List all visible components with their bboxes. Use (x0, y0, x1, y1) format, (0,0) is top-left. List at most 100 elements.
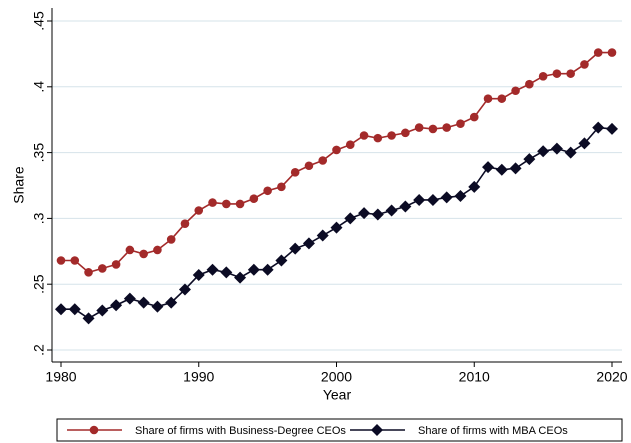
marker (153, 245, 162, 255)
marker (440, 191, 453, 204)
marker (125, 245, 135, 255)
marker (180, 219, 190, 228)
marker (247, 263, 260, 276)
marker (110, 299, 123, 312)
marker (316, 229, 329, 242)
marker (387, 131, 396, 140)
marker (566, 69, 575, 78)
marker (414, 123, 424, 132)
marker (277, 182, 286, 192)
legend: Share of firms with Business-Degree CEOs… (56, 418, 623, 442)
marker (192, 268, 205, 281)
marker (222, 199, 231, 209)
marker (234, 271, 247, 284)
marker (385, 204, 398, 217)
marker (525, 79, 534, 89)
marker (495, 163, 508, 176)
marker (537, 145, 550, 158)
x-tick-label: 2010 (459, 369, 490, 385)
x-tick-label: 2020 (596, 369, 627, 385)
y-tick-label: .25 (31, 274, 47, 294)
marker (235, 199, 245, 209)
x-tick-label: 2000 (321, 369, 352, 385)
marker (426, 193, 439, 206)
marker (111, 260, 121, 269)
marker (290, 168, 300, 177)
marker (302, 237, 315, 250)
marker (509, 162, 522, 175)
y-tick-label: .4 (31, 81, 47, 93)
y-axis-label: Share (11, 166, 27, 204)
marker (538, 71, 548, 81)
y-tick-label: .35 (31, 143, 47, 163)
legend-label: Share of firms with MBA CEOs (418, 425, 568, 437)
marker (166, 235, 176, 244)
marker (68, 303, 81, 316)
y-tick-label: .2 (31, 344, 47, 356)
marker (483, 94, 493, 103)
legend-label: Share of firms with Business-Degree CEOs (135, 425, 346, 437)
marker (56, 256, 66, 265)
x-tick-label: 1990 (183, 369, 214, 385)
y-tick-label: .3 (31, 212, 47, 224)
marker (178, 283, 191, 296)
marker (497, 94, 507, 103)
x-tick-label: 1980 (45, 369, 76, 385)
marker (428, 124, 438, 134)
marker (345, 140, 355, 150)
marker (139, 249, 148, 259)
marker (208, 198, 217, 207)
marker (82, 312, 95, 325)
marker (249, 194, 259, 203)
x-axis-label: Year (323, 387, 352, 403)
marker (401, 128, 410, 138)
marker (261, 263, 274, 276)
marker (98, 264, 107, 273)
marker (552, 69, 562, 78)
marker (289, 242, 302, 255)
marker (578, 137, 591, 150)
marker (399, 200, 412, 213)
marker (359, 131, 369, 140)
marker (344, 212, 357, 225)
marker (413, 193, 426, 206)
marker (263, 186, 272, 196)
marker (523, 153, 536, 166)
marker (550, 142, 563, 155)
marker (84, 268, 93, 277)
marker (206, 263, 219, 276)
marker (165, 296, 178, 309)
marker (442, 123, 452, 132)
marker (89, 425, 99, 435)
marker (482, 161, 495, 174)
marker (194, 206, 204, 215)
marker (468, 180, 481, 193)
marker (55, 303, 67, 316)
marker (606, 122, 618, 135)
marker (318, 156, 328, 165)
marker (96, 304, 109, 317)
marker (151, 300, 164, 313)
marker (607, 48, 617, 57)
marker (332, 145, 341, 155)
marker (373, 133, 383, 143)
marker (330, 221, 343, 234)
marker (137, 296, 150, 309)
marker (511, 86, 520, 96)
marker (358, 207, 371, 220)
marker (454, 190, 467, 203)
marker (371, 424, 383, 436)
marker (371, 208, 384, 221)
marker (275, 254, 288, 267)
marker (593, 48, 603, 57)
y-tick-label: .45 (31, 11, 47, 31)
marker (564, 146, 577, 159)
marker (456, 119, 465, 128)
marker (580, 60, 589, 69)
legend-box (56, 418, 623, 442)
marker (70, 256, 80, 265)
marker (592, 121, 605, 134)
marker (304, 161, 314, 171)
